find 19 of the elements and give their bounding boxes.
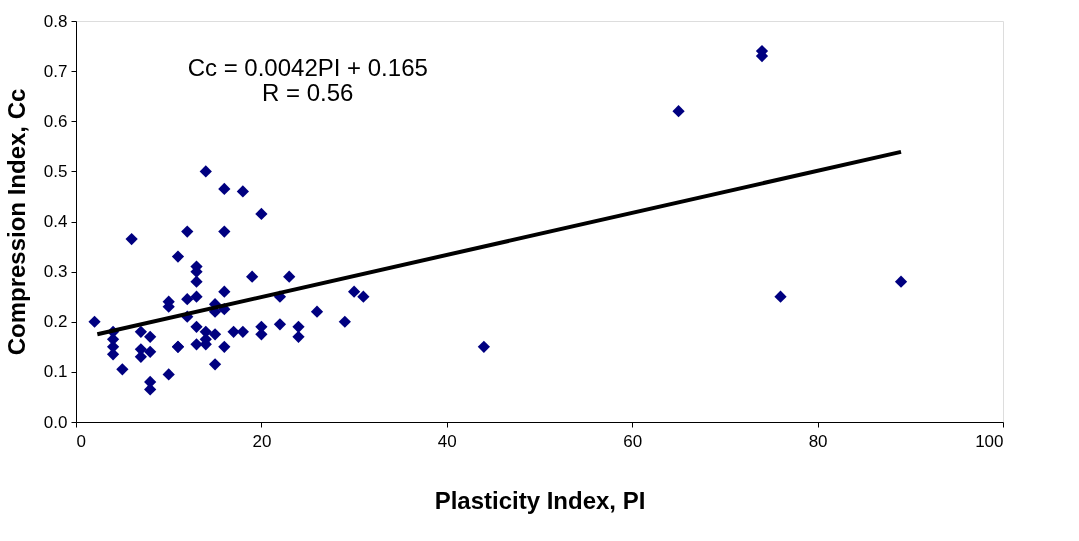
annotation: R = 0.56 (262, 78, 354, 106)
y-tick-label: 0.3 (43, 262, 68, 282)
y-tick-label: 0.6 (43, 111, 68, 131)
y-tick-label: 0.8 (43, 11, 68, 31)
x-tick-label: 20 (252, 431, 272, 451)
y-tick-label: 0.1 (43, 362, 68, 382)
x-tick-label: 40 (437, 431, 457, 451)
x-axis-title: Plasticity Index, PI (434, 486, 646, 514)
y-tick-label: 0.2 (43, 312, 68, 332)
x-tick-label: 80 (808, 431, 828, 451)
annotation: Cc = 0.0042PI + 0.165 (187, 53, 428, 81)
x-tick-label: 100 (975, 431, 1004, 451)
x-tick-label: 60 (623, 431, 643, 451)
y-tick-label: 0.5 (43, 161, 68, 181)
x-tick-label: 0 (76, 431, 86, 451)
y-axis-title: Compression Index, Cc (2, 88, 30, 356)
y-tick-label: 0.4 (43, 212, 68, 231)
y-tick-label: 0.0 (43, 412, 68, 432)
y-tick-label: 0.7 (43, 61, 68, 81)
